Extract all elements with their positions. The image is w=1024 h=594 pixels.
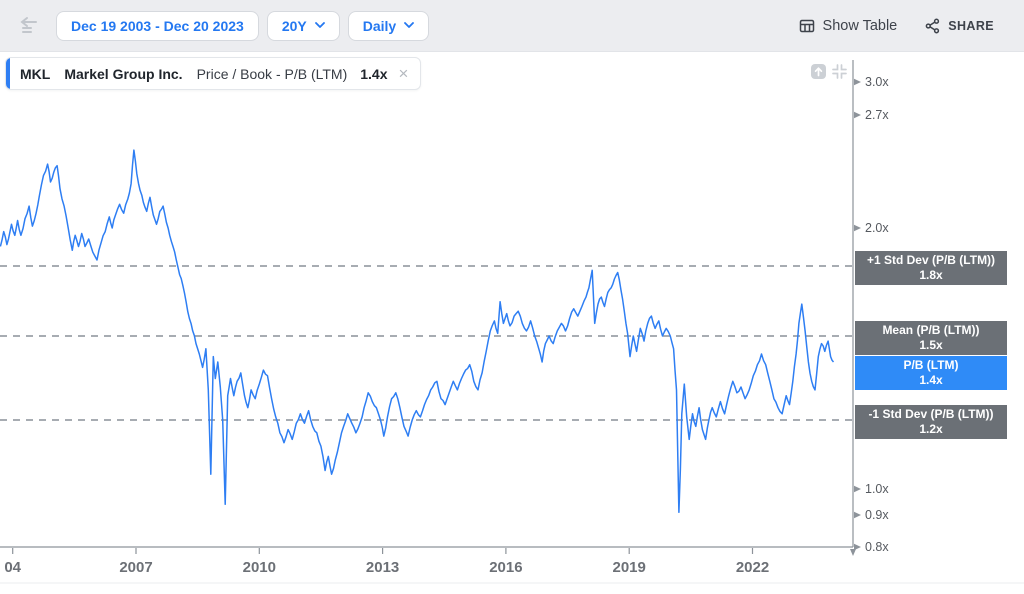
overlay-badge-label: Mean (P/B (LTM)) bbox=[882, 323, 980, 337]
period-label: 20Y bbox=[281, 17, 307, 34]
toolbar: Dec 19 2003 - Dec 20 2023 20Y Daily Show… bbox=[0, 0, 1024, 52]
svg-text:2013: 2013 bbox=[366, 559, 399, 576]
overlay-badge-minus1-std-dev: -1 Std Dev (P/B (LTM)) 1.2x bbox=[855, 405, 1007, 439]
close-icon[interactable]: × bbox=[398, 64, 409, 83]
svg-text:1.0x: 1.0x bbox=[865, 482, 889, 496]
svg-text:2007: 2007 bbox=[119, 559, 152, 576]
overlay-badge-mean: Mean (P/B (LTM)) 1.5x bbox=[855, 321, 1007, 355]
chevron-down-icon bbox=[404, 22, 415, 28]
metric-label: Price / Book - P/B (LTM) bbox=[196, 65, 348, 82]
overlay-badge-label: -1 Std Dev (P/B (LTM)) bbox=[868, 407, 994, 421]
series-color-bar bbox=[6, 58, 10, 89]
overlay-badge-last-value: P/B (LTM) 1.4x bbox=[855, 356, 1007, 390]
frequency-label: Daily bbox=[362, 17, 397, 34]
chevron-down-icon bbox=[314, 22, 325, 28]
svg-text:2.7x: 2.7x bbox=[865, 108, 889, 122]
current-value-label: 1.4x bbox=[360, 65, 388, 82]
overlay-badge-value: 1.8x bbox=[919, 268, 943, 282]
period-dropdown[interactable]: 20Y bbox=[266, 10, 340, 41]
svg-text:2.0x: 2.0x bbox=[865, 221, 889, 235]
svg-text:0.8x: 0.8x bbox=[865, 540, 889, 554]
overlay-badge-value: 1.5x bbox=[919, 338, 943, 352]
share-label: SHARE bbox=[948, 18, 994, 33]
ticker-label: MKL bbox=[20, 65, 51, 82]
date-range-button[interactable]: Dec 19 2003 - Dec 20 2023 bbox=[56, 10, 259, 41]
series-legend[interactable]: MKL Markel Group Inc. Price / Book - P/B… bbox=[5, 57, 422, 90]
collapse-panel-icon[interactable] bbox=[16, 13, 42, 39]
svg-text:2019: 2019 bbox=[613, 559, 646, 576]
overlay-badge-plus1-std-dev: +1 Std Dev (P/B (LTM)) 1.8x bbox=[855, 251, 1007, 285]
svg-text:04: 04 bbox=[4, 559, 21, 576]
snapshot-icon[interactable] bbox=[810, 63, 827, 80]
overlay-badge-value: 1.2x bbox=[919, 422, 943, 436]
share-button[interactable]: SHARE bbox=[925, 18, 994, 34]
svg-text:0.9x: 0.9x bbox=[865, 508, 889, 522]
company-label: Markel Group Inc. bbox=[64, 65, 183, 82]
svg-text:3.0x: 3.0x bbox=[865, 75, 889, 89]
chart-actions bbox=[810, 63, 848, 80]
share-icon bbox=[925, 18, 940, 33]
overlay-badge-label: +1 Std Dev (P/B (LTM)) bbox=[866, 253, 996, 267]
overlay-badge-label: P/B (LTM) bbox=[903, 358, 959, 372]
overlay-badge-value: 1.4x bbox=[919, 373, 943, 387]
show-table-label: Show Table bbox=[822, 17, 898, 34]
table-icon bbox=[799, 19, 814, 32]
svg-text:2022: 2022 bbox=[736, 559, 769, 576]
svg-text:2016: 2016 bbox=[489, 559, 522, 576]
frequency-dropdown[interactable]: Daily bbox=[347, 10, 430, 41]
date-range-label: Dec 19 2003 - Dec 20 2023 bbox=[71, 17, 244, 34]
collapse-chart-icon[interactable] bbox=[831, 63, 848, 80]
svg-text:2010: 2010 bbox=[243, 559, 276, 576]
show-table-button[interactable]: Show Table bbox=[799, 17, 898, 34]
